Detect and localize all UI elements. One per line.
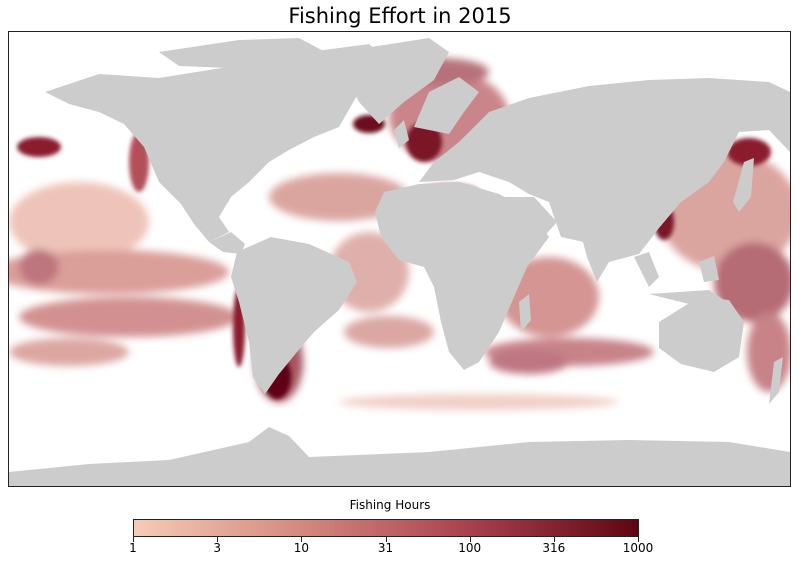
world-map-canvas: [9, 38, 790, 486]
map-title: Fishing Effort in 2015: [288, 4, 512, 28]
colorbar-tick-label: 1000: [622, 541, 654, 555]
world-map: [8, 31, 791, 487]
colorbar-tick-mark: [301, 537, 303, 542]
colorbar-tick-label: 3: [213, 541, 221, 555]
colorbar-tick-mark: [217, 537, 219, 542]
colorbar-tick-mark: [553, 537, 555, 542]
colorbar-tick-label: 100: [458, 541, 482, 555]
land-masses: [9, 38, 790, 486]
colorbar-title: Fishing Hours: [349, 498, 431, 512]
colorbar-tick-label: 316: [542, 541, 566, 555]
colorbar-gradient: [133, 519, 639, 537]
colorbar-tick-mark: [385, 537, 387, 542]
colorbar-tick-mark: [638, 537, 639, 542]
colorbar-tick-label: 1: [129, 541, 137, 555]
colorbar-tick-label: 10: [293, 541, 309, 555]
colorbar-tick-label: 31: [377, 541, 394, 555]
colorbar-tick-mark: [469, 537, 471, 542]
colorbar-tick-mark: [133, 537, 134, 542]
